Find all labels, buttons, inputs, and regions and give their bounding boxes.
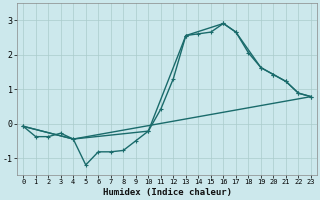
X-axis label: Humidex (Indice chaleur): Humidex (Indice chaleur): [103, 188, 232, 197]
